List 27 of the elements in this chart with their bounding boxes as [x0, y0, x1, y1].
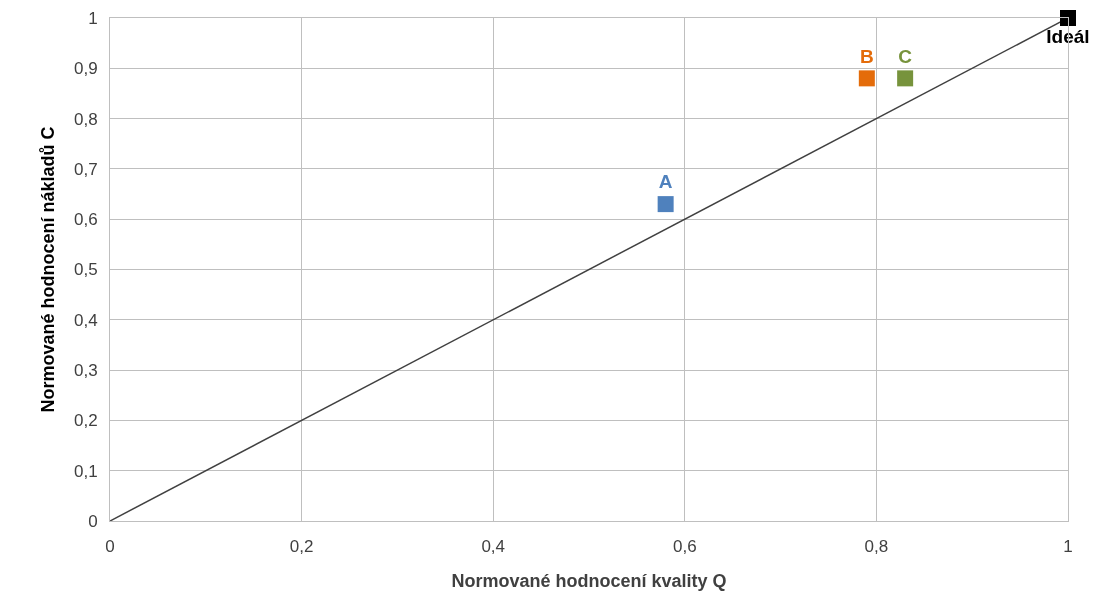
y-tick-label: 0,1 [73, 461, 98, 481]
x-tick-label: 1 [1063, 537, 1073, 557]
x-tick-label: 0,2 [289, 537, 314, 557]
y-tick-label: 0,5 [73, 260, 98, 280]
y-tick-label: 0,4 [73, 310, 98, 330]
y-tick-label: 1 [88, 8, 98, 28]
x-axis-title: Normované hodnocení kvality Q [451, 570, 727, 591]
series-label: C [898, 45, 913, 67]
y-tick-label: 0,3 [73, 361, 98, 381]
y-tick-label: 0,2 [73, 411, 98, 431]
y-tick-label: 0,6 [73, 210, 98, 230]
point [897, 70, 914, 87]
y-tick-label: 0,8 [73, 109, 98, 129]
y-tick-label: 0,7 [73, 159, 98, 179]
x-tick-label: 0,8 [864, 537, 889, 557]
point [1060, 10, 1076, 26]
series-label: Ideál [1046, 26, 1090, 48]
point [858, 70, 875, 87]
x-tick-label: 0 [105, 537, 115, 557]
y-tick-label: 0,9 [73, 59, 98, 79]
y-tick-label: 0 [88, 511, 98, 531]
point [657, 196, 674, 213]
series-label: B [859, 45, 874, 67]
x-tick-label: 0,6 [672, 537, 697, 557]
x-tick-label: 0,4 [481, 537, 506, 557]
series-label: A [658, 171, 673, 193]
y-axis-title: Normované hodnocení nákladů C [38, 126, 59, 413]
